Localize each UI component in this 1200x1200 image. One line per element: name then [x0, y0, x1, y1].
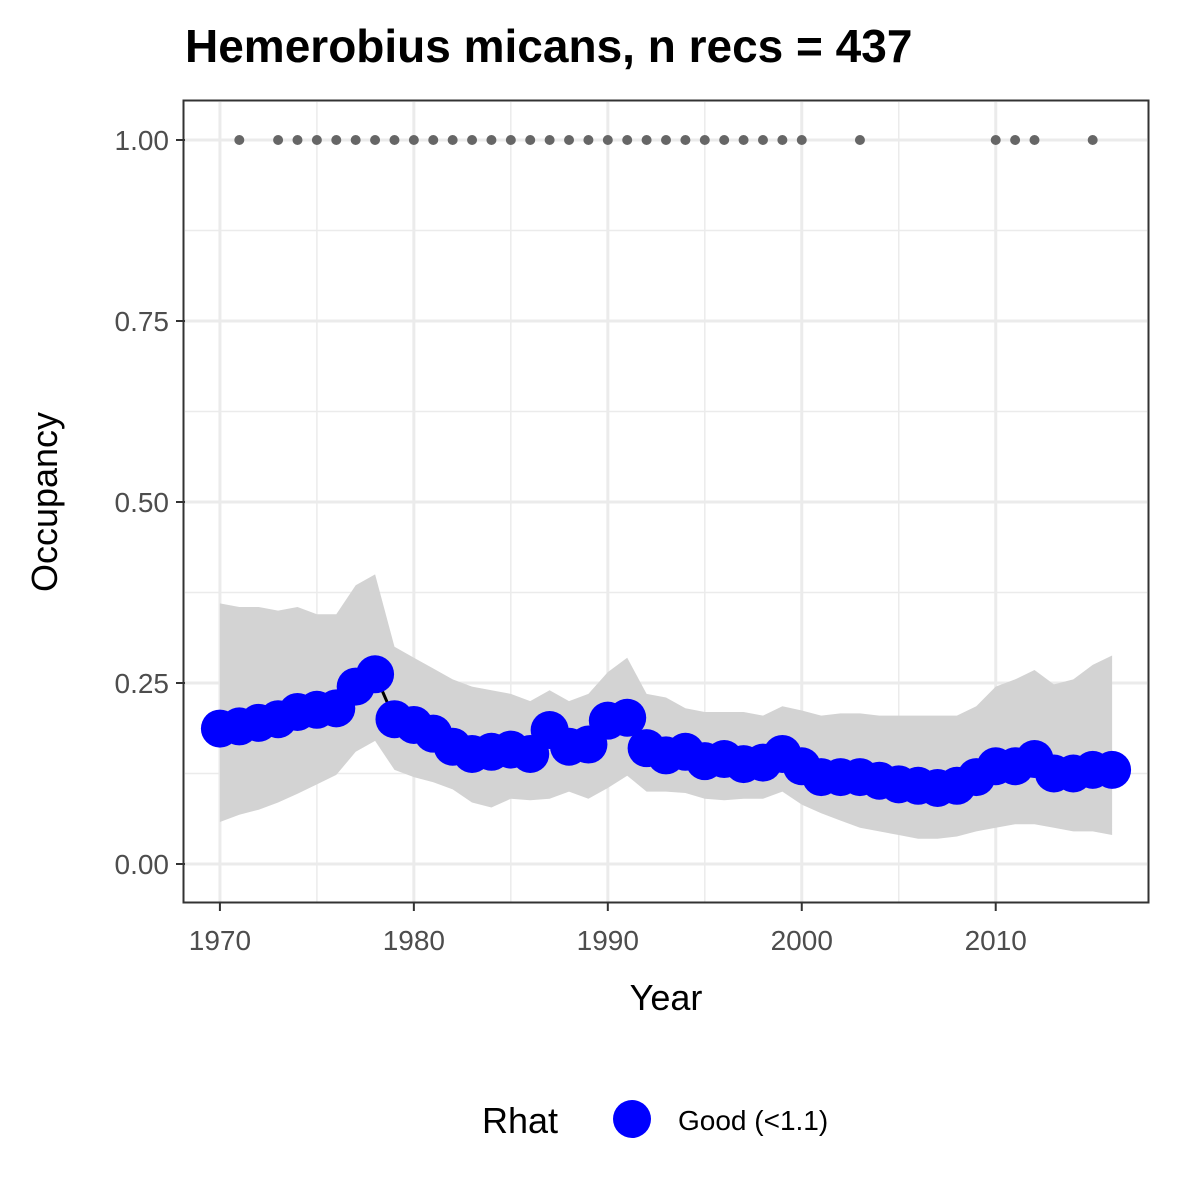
y-tick-label: 1.00	[115, 125, 170, 156]
legend: Rhat Good (<1.1)	[482, 1100, 828, 1141]
record-point	[796, 135, 807, 146]
record-point	[719, 135, 730, 146]
x-axis-title: Year	[630, 977, 703, 1018]
record-point	[331, 135, 342, 146]
record-point	[544, 135, 555, 146]
y-tick-label: 0.75	[115, 306, 170, 337]
x-tick-label: 1970	[189, 925, 251, 956]
axis-ticks-layer: 1970 1980 1990 2000 2010 0.00 0.25 0.50 0.75 1.00	[115, 125, 1027, 956]
record-point	[447, 135, 458, 146]
record-point	[583, 135, 594, 146]
record-point	[486, 135, 497, 146]
record-point	[699, 135, 710, 146]
x-tick-label: 2010	[965, 925, 1027, 956]
chart-title: Hemerobius micans, n recs = 437	[185, 20, 912, 72]
records-layer	[234, 135, 1098, 146]
legend-key-good	[613, 1100, 651, 1138]
y-tick-label: 0.25	[115, 668, 170, 699]
record-point	[311, 135, 322, 146]
record-point	[292, 135, 303, 146]
x-tick-label: 2000	[771, 925, 833, 956]
record-point	[564, 135, 575, 146]
occupancy-point	[356, 655, 395, 694]
record-point	[757, 135, 768, 146]
record-point	[680, 135, 691, 146]
record-point	[641, 135, 652, 146]
record-point	[273, 135, 284, 146]
record-point	[661, 135, 671, 146]
y-tick-label: 0.50	[115, 487, 170, 518]
record-point	[467, 135, 478, 146]
occupancy-point	[1093, 750, 1132, 789]
record-point	[389, 135, 400, 146]
record-point	[854, 135, 865, 146]
record-point	[1029, 135, 1040, 146]
record-point	[602, 135, 613, 146]
legend-title: Rhat	[482, 1100, 558, 1141]
y-axis-title: Occupancy	[24, 412, 65, 592]
record-point	[350, 135, 361, 146]
record-point	[428, 135, 439, 146]
record-point	[738, 135, 749, 146]
record-point	[408, 135, 419, 146]
record-point	[370, 135, 381, 146]
legend-label-good: Good (<1.1)	[678, 1105, 828, 1136]
record-point	[1010, 135, 1021, 146]
record-point	[505, 135, 516, 146]
y-tick-label: 0.00	[115, 849, 170, 880]
occupancy-points-layer	[200, 655, 1132, 807]
occupancy-point	[608, 698, 647, 737]
x-tick-label: 1990	[577, 925, 639, 956]
record-point	[777, 135, 788, 146]
record-point	[622, 135, 633, 146]
record-point	[990, 135, 1001, 146]
x-tick-label: 1980	[383, 925, 445, 956]
record-point	[525, 135, 536, 146]
record-point	[1087, 135, 1098, 146]
record-point	[234, 135, 245, 146]
